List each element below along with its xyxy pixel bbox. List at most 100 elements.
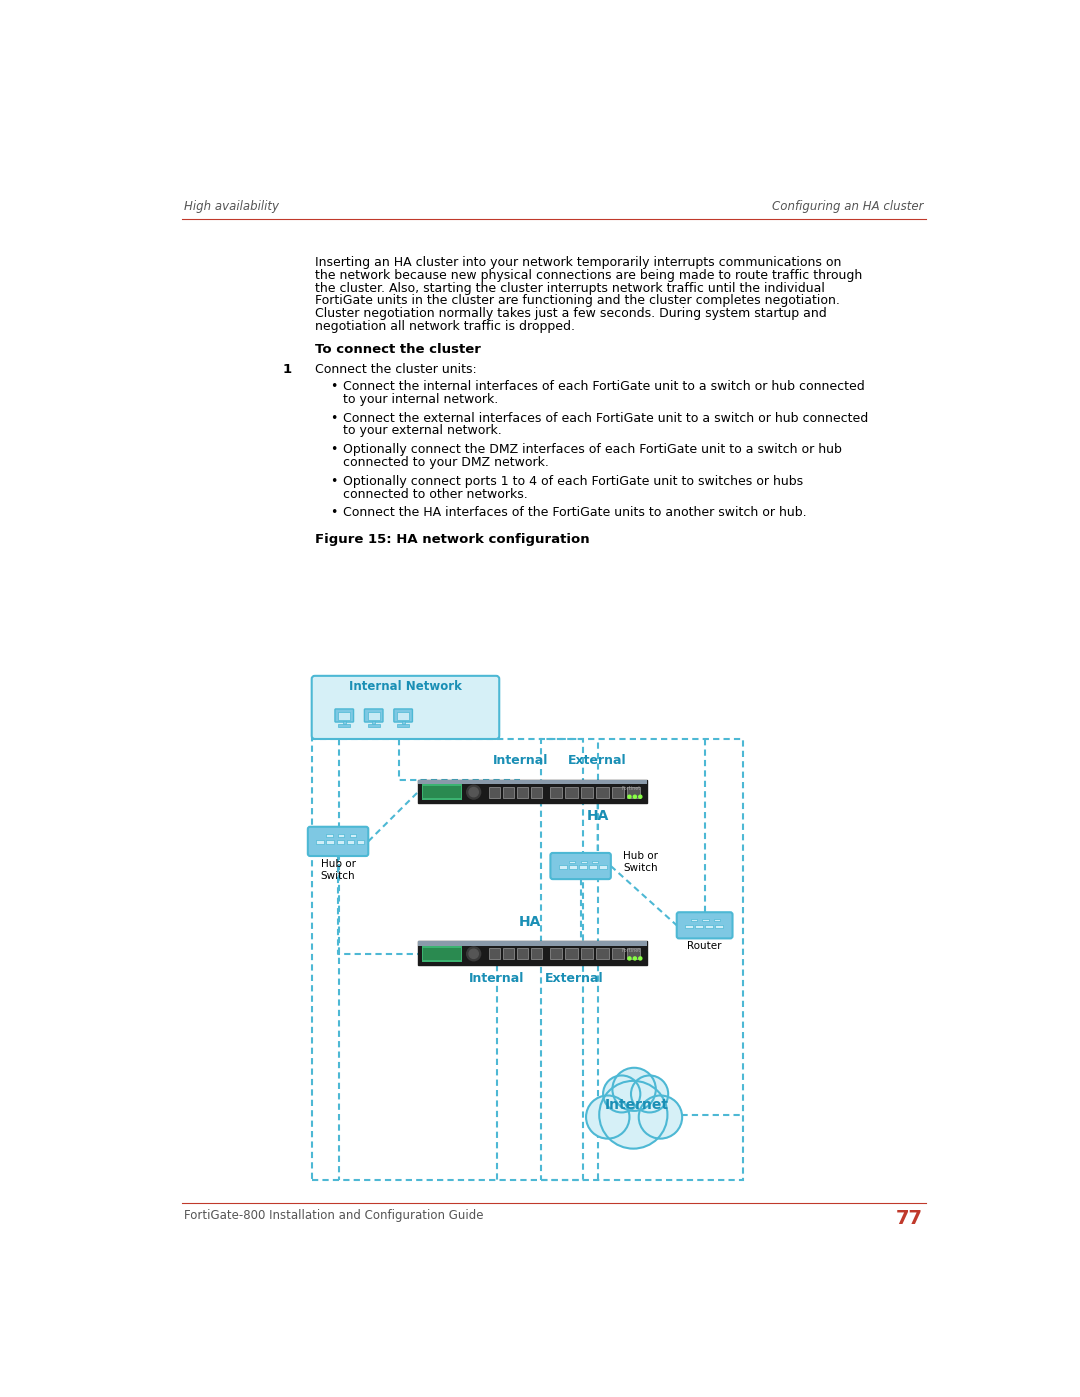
Bar: [337, 840, 345, 844]
Circle shape: [467, 785, 481, 799]
Text: Internal Network: Internal Network: [349, 680, 462, 693]
Text: To connect the cluster: To connect the cluster: [314, 344, 481, 356]
Bar: [705, 925, 713, 929]
Bar: [373, 721, 375, 725]
Text: Internal: Internal: [492, 754, 548, 767]
Bar: [356, 840, 364, 844]
Bar: [685, 925, 693, 929]
Bar: [596, 787, 608, 798]
Bar: [581, 861, 586, 863]
Bar: [714, 919, 720, 922]
Text: •: •: [330, 443, 338, 457]
Bar: [367, 712, 380, 719]
Text: Inserting an HA cluster into your network temporarily interrupts communications : Inserting an HA cluster into your networ…: [314, 256, 841, 270]
Text: to your internal network.: to your internal network.: [342, 393, 498, 407]
Bar: [579, 865, 586, 869]
FancyBboxPatch shape: [335, 708, 353, 722]
FancyBboxPatch shape: [312, 676, 499, 739]
Bar: [489, 949, 500, 960]
Bar: [418, 942, 647, 946]
Text: the cluster. Also, starting the cluster interrupts network traffic until the ind: the cluster. Also, starting the cluster …: [314, 282, 825, 295]
Text: Figure 15: HA network configuration: Figure 15: HA network configuration: [314, 534, 590, 546]
Circle shape: [627, 957, 631, 960]
Bar: [489, 787, 500, 798]
Text: Connect the external interfaces of each FortiGate unit to a switch or hub connec: Connect the external interfaces of each …: [342, 412, 868, 425]
Bar: [402, 721, 405, 725]
Text: Optionally connect ports 1 to 4 of each FortiGate unit to switches or hubs: Optionally connect ports 1 to 4 of each …: [342, 475, 802, 488]
Bar: [367, 725, 380, 726]
Bar: [347, 840, 354, 844]
FancyBboxPatch shape: [394, 708, 413, 722]
Circle shape: [469, 788, 478, 796]
Text: Optionally connect the DMZ interfaces of each FortiGate unit to a switch or hub: Optionally connect the DMZ interfaces of…: [342, 443, 841, 457]
FancyBboxPatch shape: [364, 708, 383, 722]
Bar: [418, 942, 647, 964]
Bar: [342, 721, 346, 725]
Text: FortiGate-800 Installation and Configuration Guide: FortiGate-800 Installation and Configura…: [184, 1208, 484, 1222]
Bar: [581, 787, 593, 798]
Bar: [569, 861, 576, 863]
Text: •: •: [330, 507, 338, 520]
Text: Router: Router: [687, 942, 721, 951]
Text: Connect the internal interfaces of each FortiGate unit to a switch or hub connec: Connect the internal interfaces of each …: [342, 380, 864, 393]
Text: Hub or
Switch: Hub or Switch: [321, 859, 355, 880]
Circle shape: [469, 949, 478, 958]
Bar: [611, 787, 624, 798]
FancyBboxPatch shape: [677, 912, 732, 939]
Text: to your external network.: to your external network.: [342, 425, 501, 437]
Text: High availability: High availability: [184, 200, 279, 214]
Text: 1: 1: [282, 363, 292, 376]
Text: •: •: [330, 475, 338, 488]
Bar: [312, 739, 583, 1180]
Bar: [423, 947, 460, 960]
Text: connected to other networks.: connected to other networks.: [342, 488, 527, 500]
FancyBboxPatch shape: [308, 827, 368, 856]
Text: External: External: [545, 972, 604, 985]
Bar: [338, 725, 350, 726]
Bar: [559, 865, 567, 869]
Bar: [590, 865, 597, 869]
Text: Connect the HA interfaces of the FortiGate units to another switch or hub.: Connect the HA interfaces of the FortiGa…: [342, 507, 807, 520]
Text: Connect the cluster units:: Connect the cluster units:: [314, 363, 476, 376]
Bar: [627, 787, 639, 798]
Bar: [596, 949, 608, 960]
FancyBboxPatch shape: [551, 854, 611, 879]
Bar: [702, 919, 708, 922]
Bar: [531, 949, 542, 960]
Text: Internal: Internal: [469, 972, 525, 985]
Circle shape: [638, 795, 642, 798]
Circle shape: [599, 1081, 667, 1148]
Circle shape: [631, 1076, 669, 1112]
Bar: [531, 787, 542, 798]
Text: Internet: Internet: [605, 1098, 670, 1112]
Bar: [581, 949, 593, 960]
Text: the network because new physical connections are being made to route traffic thr: the network because new physical connect…: [314, 268, 862, 282]
Text: connected to your DMZ network.: connected to your DMZ network.: [342, 455, 549, 469]
Text: Fortinet: Fortinet: [621, 947, 640, 953]
Bar: [503, 949, 514, 960]
Bar: [592, 861, 598, 863]
Circle shape: [586, 1095, 630, 1139]
Bar: [338, 712, 350, 719]
Bar: [569, 865, 577, 869]
Bar: [696, 925, 703, 929]
Circle shape: [633, 795, 636, 798]
Bar: [611, 949, 624, 960]
Bar: [517, 787, 528, 798]
Circle shape: [627, 795, 631, 798]
Bar: [350, 834, 356, 837]
Text: •: •: [330, 380, 338, 393]
Text: Hub or
Switch: Hub or Switch: [623, 851, 658, 873]
Text: HA: HA: [586, 809, 609, 823]
Circle shape: [638, 957, 642, 960]
Bar: [397, 725, 409, 726]
Text: Configuring an HA cluster: Configuring an HA cluster: [772, 200, 923, 214]
Bar: [565, 787, 578, 798]
Bar: [550, 787, 562, 798]
Bar: [541, 739, 743, 1180]
Bar: [338, 834, 345, 837]
Circle shape: [603, 1076, 640, 1112]
Bar: [326, 834, 333, 837]
Bar: [422, 784, 462, 800]
Text: FortiGate units in the cluster are functioning and the cluster completes negotia: FortiGate units in the cluster are funct…: [314, 295, 839, 307]
